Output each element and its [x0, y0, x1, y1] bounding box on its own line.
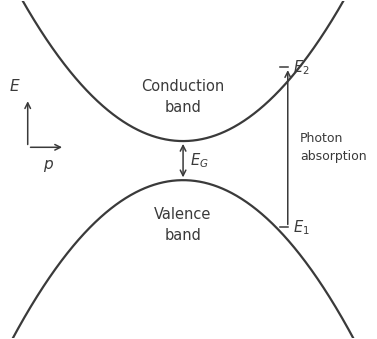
Text: $E_G$: $E_G$ [190, 151, 208, 170]
Text: Photon
absorption: Photon absorption [300, 132, 366, 163]
Text: $E_1$: $E_1$ [293, 218, 310, 237]
Text: $E$: $E$ [9, 78, 21, 94]
Text: Valence
band: Valence band [155, 206, 212, 243]
Text: $p$: $p$ [43, 158, 54, 174]
Text: Conduction
band: Conduction band [141, 79, 225, 115]
Text: $E_2$: $E_2$ [293, 58, 310, 77]
